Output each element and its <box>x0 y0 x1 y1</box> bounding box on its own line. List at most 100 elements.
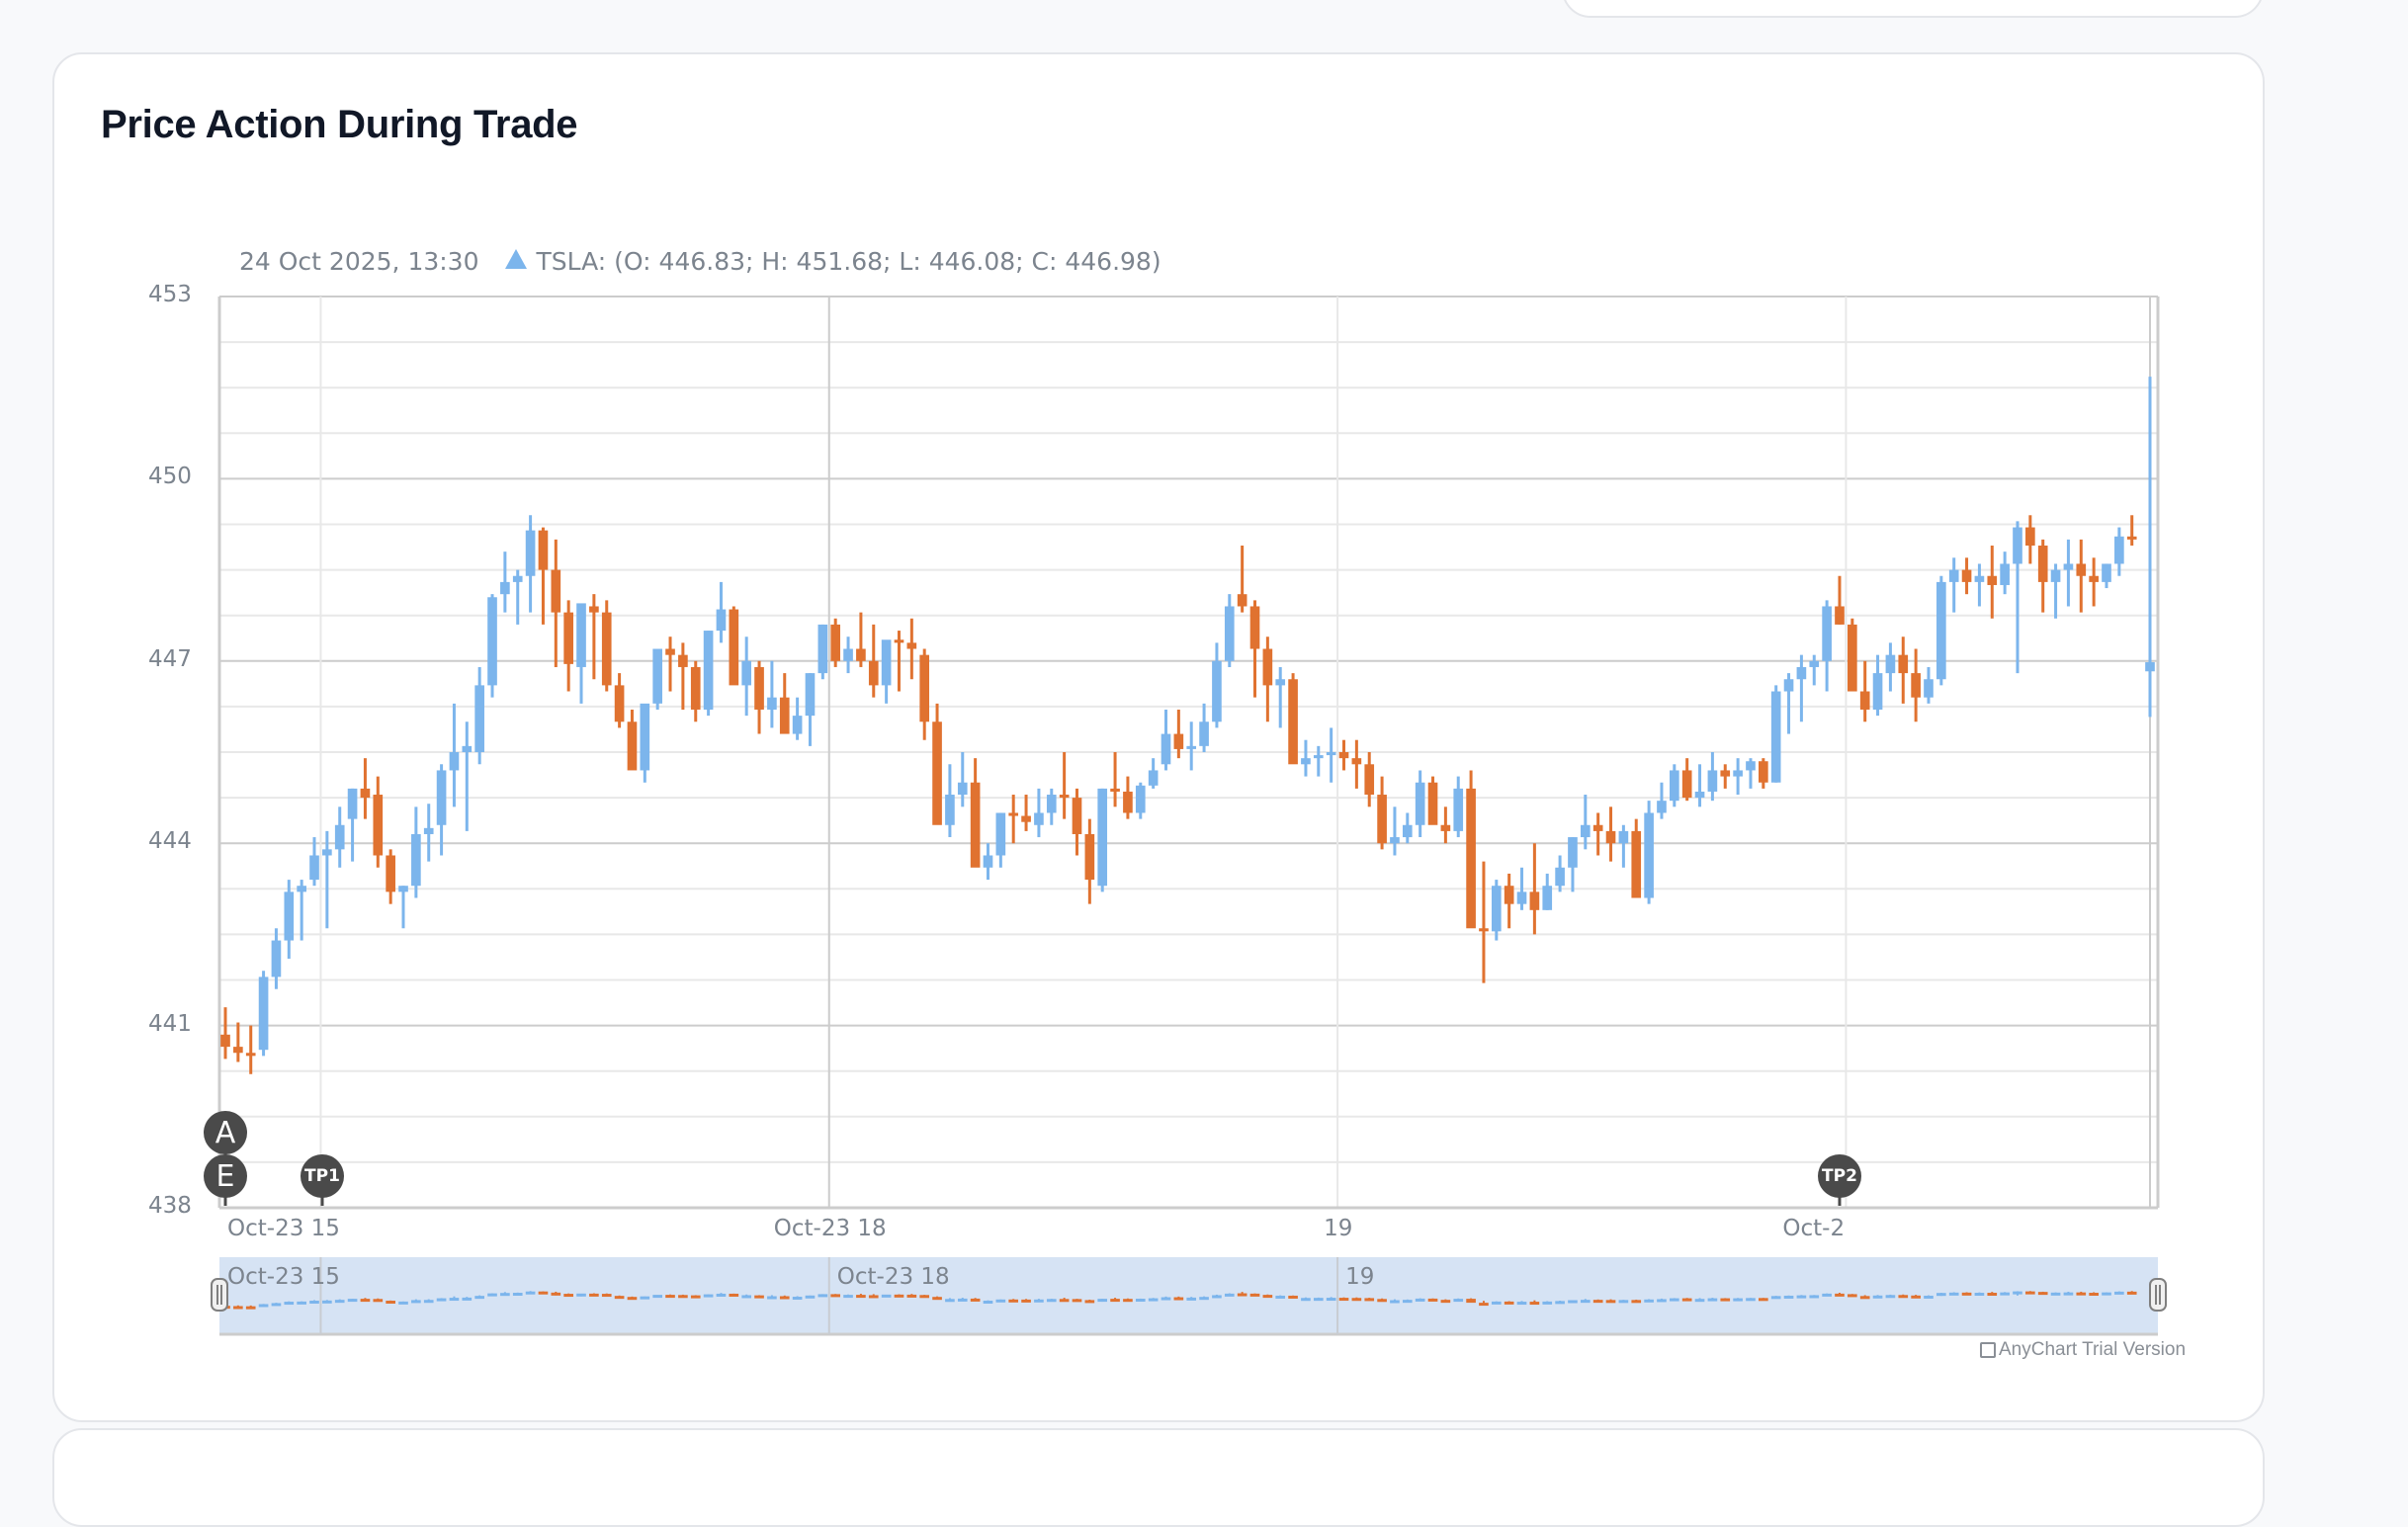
event-marker-tp1[interactable]: TP1 <box>301 1154 344 1198</box>
candle-body[interactable] <box>601 612 612 686</box>
candle-body[interactable] <box>1148 770 1159 786</box>
candle-body[interactable] <box>1568 837 1578 868</box>
candle-body[interactable] <box>1186 745 1197 749</box>
candle-body[interactable] <box>1453 788 1464 831</box>
candle-body[interactable] <box>1529 891 1540 910</box>
candle-body[interactable] <box>830 624 841 661</box>
candle-body[interactable] <box>970 782 981 868</box>
candle-body[interactable] <box>1046 795 1057 813</box>
candle-body[interactable] <box>1936 581 1946 680</box>
candle-body[interactable] <box>2114 536 2124 564</box>
candle-body[interactable] <box>1555 867 1565 887</box>
candle-body[interactable] <box>2013 527 2022 564</box>
candle-body[interactable] <box>1694 791 1705 799</box>
candle-body[interactable] <box>1885 654 1896 674</box>
scroller-selected-range[interactable] <box>219 1257 2158 1334</box>
candle-body[interactable] <box>1135 785 1146 813</box>
candle-body[interactable] <box>1796 666 1807 680</box>
candle-body[interactable] <box>1084 833 1095 881</box>
candle-body[interactable] <box>589 606 599 613</box>
candle-body[interactable] <box>703 631 714 710</box>
candle-body[interactable] <box>1173 733 1184 749</box>
candle-body[interactable] <box>1605 830 1616 844</box>
candle-body[interactable] <box>1961 569 1972 582</box>
candle-body[interactable] <box>1351 758 1362 765</box>
candle-body[interactable] <box>1720 770 1731 777</box>
candle-body[interactable] <box>843 648 853 661</box>
candle-body[interactable] <box>271 940 282 977</box>
scroller-left-handle[interactable] <box>211 1278 228 1312</box>
candle-body[interactable] <box>1377 795 1387 844</box>
candle-body[interactable] <box>1835 606 1845 625</box>
anychart-credits[interactable]: AnyChart Trial Version <box>1980 1339 2186 1361</box>
candle-body[interactable] <box>1974 575 1985 582</box>
candle-body[interactable] <box>245 1053 256 1057</box>
candle-body[interactable] <box>347 788 358 819</box>
candle-body[interactable] <box>690 666 701 710</box>
candle-body[interactable] <box>1859 691 1870 710</box>
candle-body[interactable] <box>894 639 904 643</box>
candle-body[interactable] <box>1770 691 1781 783</box>
candle-body[interactable] <box>334 824 345 850</box>
candle-body[interactable] <box>1759 761 1768 783</box>
candle-body[interactable] <box>957 782 968 796</box>
candle-body[interactable] <box>1249 606 1260 649</box>
candlestick-chart[interactable] <box>0 0 2408 1445</box>
candle-body[interactable] <box>1657 801 1667 813</box>
candle-body[interactable] <box>2050 569 2061 582</box>
event-marker-e[interactable]: E <box>204 1154 247 1198</box>
candle-body[interactable] <box>1783 679 1794 692</box>
candle-body[interactable] <box>525 530 536 576</box>
candle-body[interactable] <box>754 666 764 710</box>
candle-body[interactable] <box>1516 891 1527 904</box>
candle-body[interactable] <box>449 752 460 771</box>
candle-body[interactable] <box>1326 752 1336 756</box>
candle-body[interactable] <box>1262 648 1273 686</box>
candle-body[interactable] <box>779 697 790 734</box>
candle-body[interactable] <box>665 648 675 655</box>
candle-body[interactable] <box>1338 752 1349 759</box>
candle-body[interactable] <box>1987 575 1998 585</box>
candle-body[interactable] <box>1034 812 1044 825</box>
candle-body[interactable] <box>1733 770 1743 777</box>
candle-body[interactable] <box>1504 886 1514 904</box>
candle-body[interactable] <box>2089 575 2099 582</box>
candle-body[interactable] <box>1707 770 1718 792</box>
scroller-right-handle[interactable] <box>2149 1278 2167 1312</box>
candlestick-series[interactable] <box>220 377 2155 1074</box>
candle-body[interactable] <box>1542 886 1553 910</box>
candle-body[interactable] <box>906 642 917 649</box>
candle-body[interactable] <box>932 721 942 825</box>
candle-body[interactable] <box>2037 546 2048 582</box>
candle-body[interactable] <box>767 697 777 710</box>
candle-body[interactable] <box>792 716 803 734</box>
candle-body[interactable] <box>1491 886 1502 932</box>
candle-body[interactable] <box>1021 815 1031 822</box>
candle-body[interactable] <box>1631 830 1642 898</box>
candle-body[interactable] <box>1123 791 1133 813</box>
candle-body[interactable] <box>1592 824 1603 831</box>
candle-body[interactable] <box>322 849 332 856</box>
event-marker-tp2[interactable]: TP2 <box>1817 1154 1861 1198</box>
candle-body[interactable] <box>1237 594 1247 607</box>
candle-body[interactable] <box>945 795 955 825</box>
candle-body[interactable] <box>868 660 879 686</box>
candle-body[interactable] <box>614 685 625 722</box>
candle-body[interactable] <box>1059 795 1070 799</box>
candle-body[interactable] <box>297 886 306 892</box>
candle-body[interactable] <box>576 603 586 667</box>
candle-body[interactable] <box>805 673 816 717</box>
candle-body[interactable] <box>640 703 650 771</box>
candle-body[interactable] <box>1669 770 1679 802</box>
candle-body[interactable] <box>1948 569 1959 582</box>
candle-body[interactable] <box>817 624 828 674</box>
candle-body[interactable] <box>881 639 892 686</box>
candle-body[interactable] <box>2126 536 2137 540</box>
candle-body[interactable] <box>474 685 484 752</box>
candle-body[interactable] <box>1275 679 1286 686</box>
candle-body[interactable] <box>1224 606 1235 661</box>
candle-body[interactable] <box>1008 812 1019 816</box>
candle-body[interactable] <box>551 569 561 613</box>
candle-body[interactable] <box>2063 563 2074 570</box>
candle-body[interactable] <box>233 1047 243 1054</box>
